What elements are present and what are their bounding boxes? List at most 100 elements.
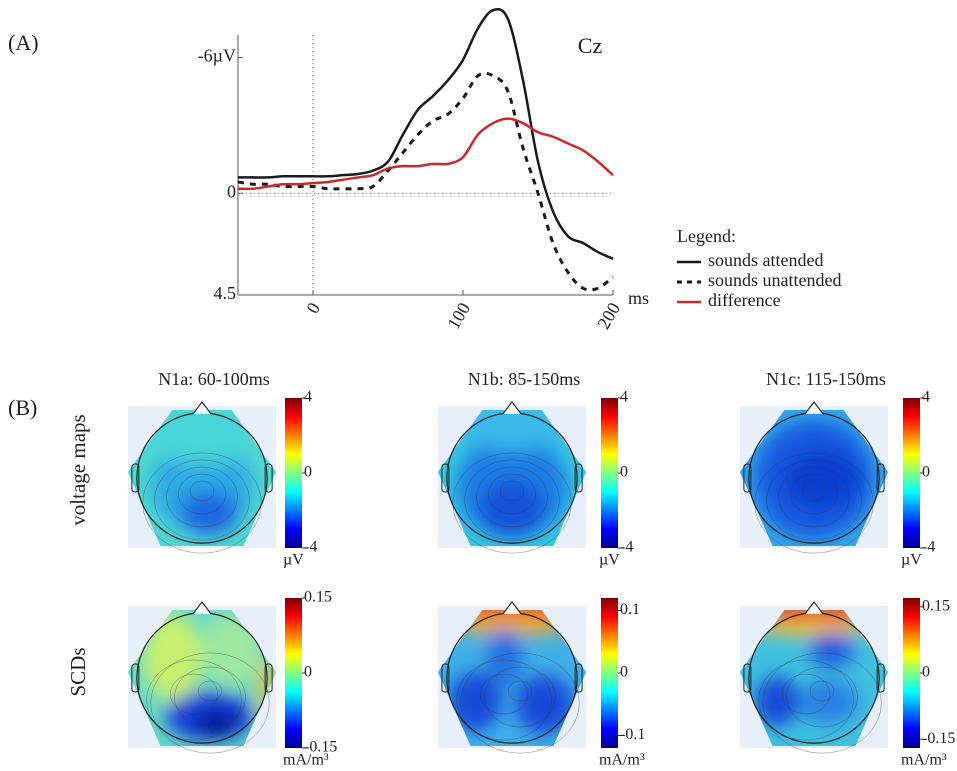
legend-label: sounds unattended (708, 270, 841, 290)
colorbar-unit: mA/m³ (599, 752, 645, 769)
map-blobs (754, 420, 874, 539)
contour (150, 652, 270, 754)
colorbar-tick-label: -4 (304, 539, 317, 556)
colorbar-tick-label: 0 (922, 464, 930, 481)
colorbar-unit: µV (599, 552, 620, 569)
map-blobs (142, 612, 274, 742)
panel-label: (B) (8, 395, 37, 420)
x-tick-label: 0 (302, 299, 324, 317)
map-blob (799, 679, 859, 724)
colorbar-tick-label: 4 (922, 389, 930, 406)
ear (876, 663, 885, 693)
colorbar-tick-label: 0.15 (304, 589, 332, 606)
contour (197, 680, 223, 702)
ear (264, 463, 273, 493)
colorbar-unit: mA/m³ (901, 752, 947, 769)
nose (502, 600, 522, 615)
map-blob (514, 674, 575, 735)
topo-map (128, 600, 276, 754)
topo-map (740, 400, 888, 554)
ear (574, 663, 583, 693)
column-title: N1a: 60-100ms (158, 369, 270, 389)
legend-label: difference (708, 290, 781, 310)
contour (174, 666, 246, 728)
x-tick-label: 200 (593, 299, 624, 332)
contour (758, 659, 854, 741)
topo-map (438, 400, 586, 554)
colorbar-tick-label: 0 (304, 664, 312, 681)
contour (464, 459, 560, 541)
map-blob (809, 632, 854, 668)
column-title: N1c: 115-150ms (766, 369, 886, 389)
contour (170, 673, 218, 715)
y-tick-label: -6µV (198, 46, 236, 66)
map-blob (448, 672, 502, 732)
colorbar-unit: µV (901, 552, 922, 569)
ear (264, 663, 273, 693)
contour (499, 480, 525, 502)
colorbar-tick-label: 0 (620, 664, 628, 681)
legend-label: sounds attended (708, 250, 823, 270)
ear (441, 463, 450, 493)
colorbar-tick-label: -4 (922, 539, 935, 556)
colorbar (285, 598, 302, 748)
ear (131, 463, 140, 493)
colorbar-tick-label: -0.15 (922, 730, 955, 747)
contour (766, 459, 862, 541)
contour (762, 652, 882, 754)
colorbar-tick-label: 0.15 (922, 597, 950, 614)
nose (804, 600, 824, 615)
colorbar-tick-label: -0.1 (620, 726, 645, 743)
contour (790, 473, 838, 515)
x-tick-label: 100 (443, 299, 474, 332)
column-title: N1b: 85-150ms (468, 369, 581, 389)
colorbar-tick-label: 0.1 (620, 601, 640, 618)
colorbar (903, 598, 920, 748)
colorbar-tick-label: 4 (620, 389, 628, 406)
row-label: voltage maps (66, 414, 90, 525)
ear (743, 663, 752, 693)
colorbar-unit: µV (283, 552, 304, 569)
map-blob (754, 676, 800, 727)
ear (441, 663, 450, 693)
map-blob (194, 711, 239, 736)
chart-title: Cz (578, 33, 603, 58)
x-axis-label: ms (628, 288, 649, 308)
contour (488, 473, 536, 515)
colorbar (285, 398, 302, 548)
legend-title: Legend: (677, 226, 736, 246)
nose (502, 400, 522, 415)
panel-label: (A) (8, 30, 39, 55)
nose (192, 400, 212, 415)
series-line (237, 71, 614, 292)
topo-map (438, 600, 586, 754)
ear (743, 463, 752, 493)
map-blob (452, 410, 572, 450)
contour (178, 473, 226, 515)
colorbar (903, 398, 920, 548)
colorbar-tick-label: -0.15 (304, 739, 337, 756)
contour (778, 466, 850, 528)
topo-map (740, 600, 888, 754)
nose (192, 600, 212, 615)
series-line (237, 117, 614, 191)
contour (507, 680, 533, 702)
map-blob (179, 491, 239, 536)
colorbar-tick-label: 0 (922, 664, 930, 681)
ear (131, 663, 140, 693)
ear (574, 463, 583, 493)
colorbar-tick-label: 0 (620, 464, 628, 481)
contour (480, 673, 528, 715)
contour (801, 480, 827, 502)
contour (142, 452, 262, 554)
colorbar (601, 598, 618, 748)
y-tick-label: 4.5 (214, 283, 237, 303)
contour (754, 452, 874, 554)
nose (804, 400, 824, 415)
contour (476, 466, 548, 528)
contour (166, 466, 238, 528)
map-blob (486, 627, 523, 687)
contour (809, 680, 835, 702)
contour (452, 452, 572, 554)
